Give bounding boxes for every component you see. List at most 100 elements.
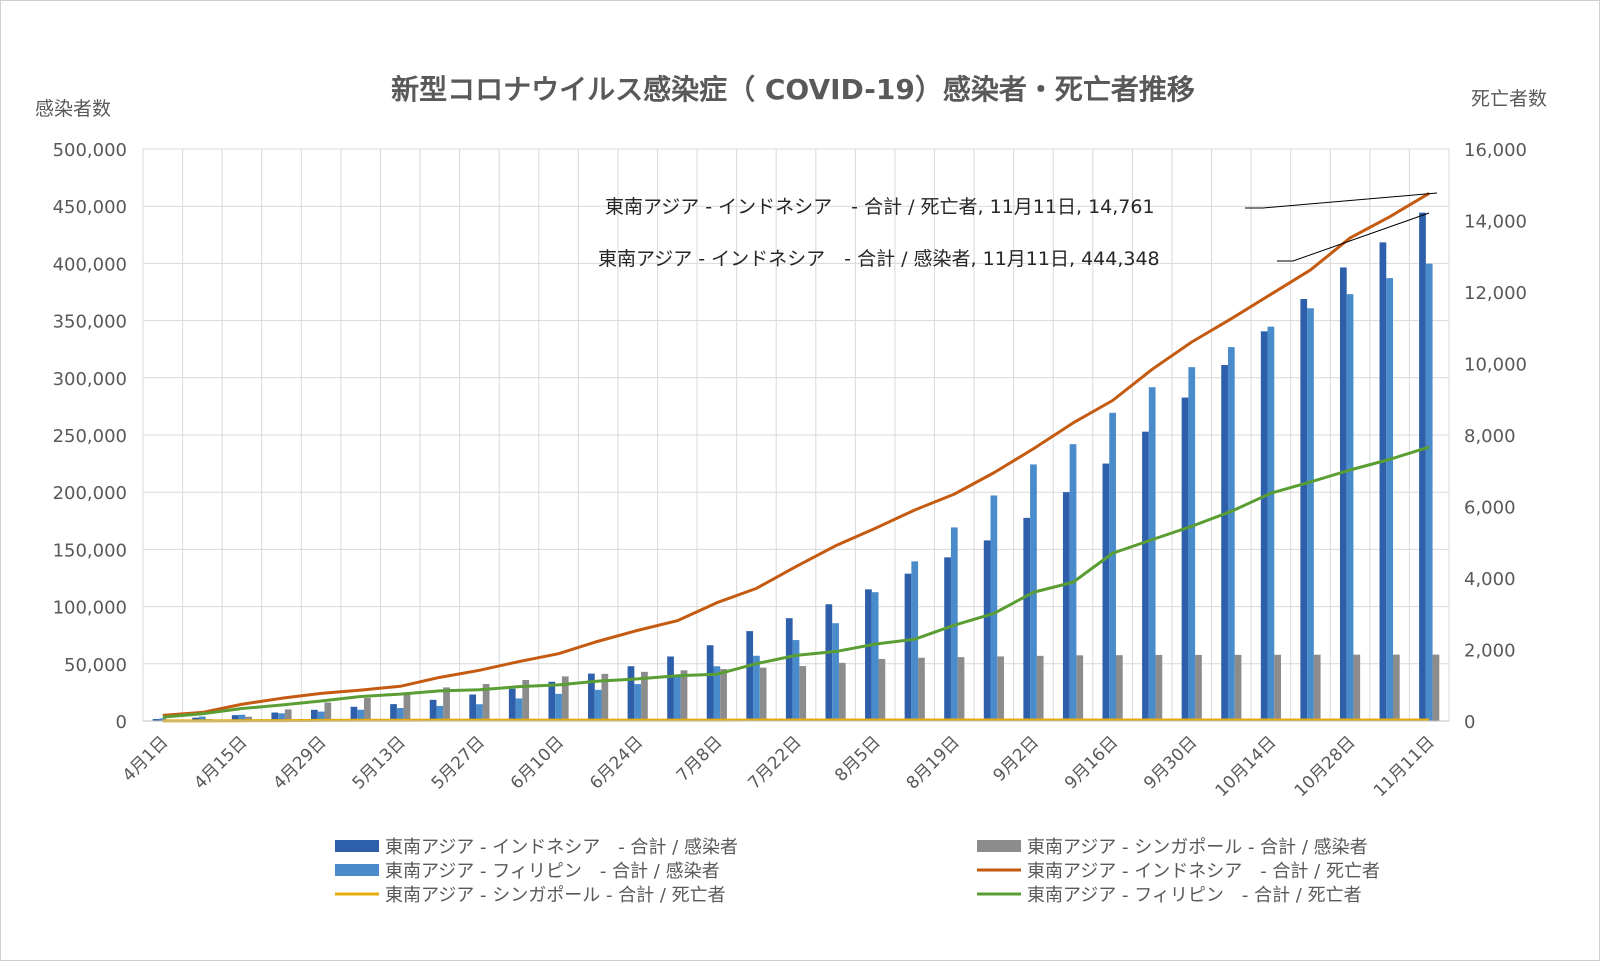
bar	[838, 662, 846, 721]
bar	[1346, 294, 1354, 721]
bar	[1267, 326, 1275, 721]
bar	[746, 631, 754, 721]
right-axis-tick-label: 0	[1464, 712, 1475, 733]
x-axis-tick-label: 8月5日	[831, 732, 884, 785]
right-axis-label: 死亡者数	[1471, 88, 1547, 110]
bar	[364, 697, 371, 721]
legend-label: 東南アジア - シンガポール - 合計 / 感染者	[1027, 837, 1368, 858]
chart-title: 新型コロナウイルス感染症（ COVID-19）感染者・死亡者推移	[391, 73, 1195, 106]
annotation-cases-leader	[1277, 212, 1430, 262]
bar	[555, 693, 562, 721]
bar	[588, 673, 595, 721]
bar	[1188, 367, 1196, 721]
left-axis-tick-label: 300,000	[53, 369, 127, 390]
bar	[641, 671, 648, 721]
bar	[192, 717, 199, 721]
right-axis-tick-label: 4,000	[1464, 569, 1516, 590]
bar	[1432, 654, 1440, 721]
bar	[271, 712, 279, 721]
x-axis-tick-label: 11月11日	[1370, 732, 1439, 801]
right-axis-tick-label: 2,000	[1464, 641, 1516, 662]
bar	[1142, 431, 1149, 721]
x-axis-tick-label: 7月8日	[673, 732, 726, 785]
right-axis-tick-label: 6,000	[1464, 498, 1516, 519]
bar	[1115, 655, 1123, 721]
bar	[1234, 654, 1242, 721]
bar	[594, 689, 602, 721]
bar	[324, 702, 332, 721]
bar	[482, 683, 490, 721]
bar	[680, 670, 688, 721]
right-axis-tick-label: 14,000	[1464, 212, 1527, 233]
right-axis-tick-label: 10,000	[1464, 355, 1527, 376]
left-axis-tick-label: 400,000	[53, 254, 127, 275]
bar	[508, 688, 516, 721]
bar	[1274, 654, 1282, 721]
x-axis-tick-label: 4月1日	[119, 732, 172, 785]
legend-label: 東南アジア - シンガポール - 合計 / 死亡者	[385, 885, 726, 906]
bar	[357, 709, 365, 721]
legend-swatch	[335, 864, 379, 876]
bar	[792, 640, 800, 721]
bar	[918, 657, 925, 721]
bar	[753, 655, 760, 721]
bar	[904, 573, 912, 721]
annotation-deaths-label: 東南アジア - インドネシア - 合計 / 死亡者, 11月11日, 14,76…	[605, 196, 1155, 218]
x-axis-tick-label: 7月22日	[744, 732, 805, 793]
x-axis-tick-label: 8月19日	[903, 732, 964, 793]
bar	[944, 557, 951, 721]
x-axis-tick-label: 6月10日	[507, 732, 568, 793]
legend-swatch	[335, 840, 379, 852]
bar	[278, 713, 285, 721]
gridlines	[142, 148, 1450, 722]
bar	[1227, 347, 1235, 721]
bar	[1300, 299, 1308, 721]
legend: 東南アジア - インドネシア - 合計 / 感染者 東南アジア - シンガポール …	[335, 837, 1380, 906]
bar	[997, 656, 1004, 721]
bar	[436, 705, 444, 721]
x-axis-tick-label: 10月14日	[1212, 732, 1281, 801]
bar	[1109, 412, 1116, 721]
bar	[522, 680, 530, 721]
x-axis-tick-label: 9月30日	[1140, 732, 1201, 793]
x-axis-tick-label: 4月29日	[269, 732, 330, 793]
x-axis-tick-label: 4月15日	[190, 732, 251, 793]
bar	[1221, 365, 1228, 721]
bar	[469, 694, 477, 721]
legend-label: 東南アジア - インドネシア - 合計 / 死亡者	[1027, 861, 1380, 882]
bar	[990, 495, 998, 721]
bar	[396, 708, 404, 721]
bar	[601, 673, 609, 721]
right-axis-tick-label: 12,000	[1464, 283, 1527, 304]
bar	[1425, 263, 1433, 721]
bar	[878, 658, 886, 721]
bar	[634, 684, 642, 721]
bar	[832, 623, 839, 721]
bar	[1419, 212, 1426, 721]
bar	[983, 540, 991, 721]
series-lines	[162, 192, 1430, 723]
bar	[1102, 463, 1110, 721]
series-line	[162, 192, 1430, 717]
bar	[1036, 655, 1044, 721]
bar	[1353, 654, 1361, 721]
left-axis-tick-label: 350,000	[53, 312, 127, 333]
bar	[713, 666, 721, 721]
right-axis-tick-label: 8,000	[1464, 426, 1516, 447]
bar	[627, 666, 635, 721]
annotation-cases-label: 東南アジア - インドネシア - 合計 / 感染者, 11月11日, 444,3…	[598, 248, 1160, 270]
bar	[1307, 308, 1314, 721]
x-axis-tick-label: 9月2日	[990, 732, 1043, 785]
bar	[317, 711, 325, 721]
series-line	[162, 445, 1430, 719]
legend-swatch	[977, 840, 1021, 852]
legend-label: 東南アジア - インドネシア - 合計 / 感染者	[385, 837, 738, 858]
bar	[720, 669, 727, 721]
bar	[350, 706, 358, 721]
bar	[825, 604, 833, 721]
left-axis-tick-label: 450,000	[53, 197, 127, 218]
bar	[476, 704, 483, 721]
left-axis-tick-label: 500,000	[53, 140, 127, 161]
